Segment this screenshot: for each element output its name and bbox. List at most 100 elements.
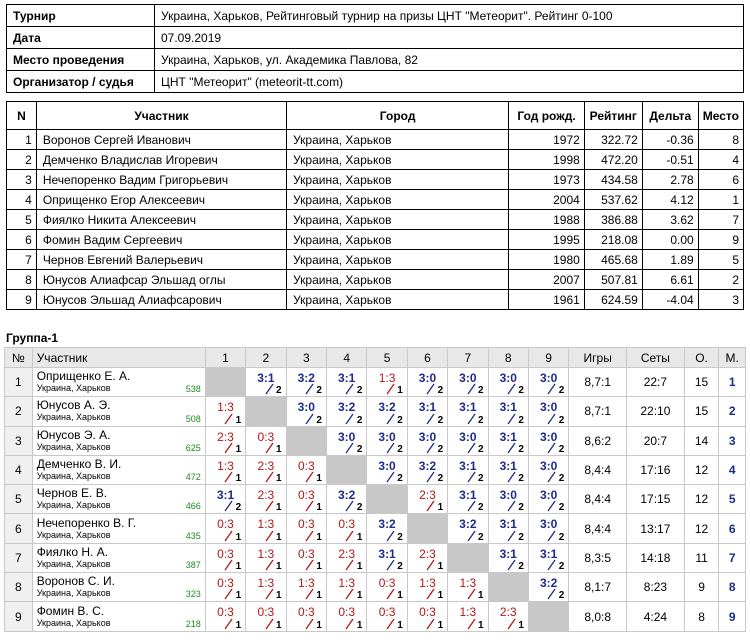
result-slash-icon — [305, 559, 314, 571]
result-score: 3:1 — [499, 546, 517, 561]
result-points: 1 — [316, 531, 322, 543]
participant-cell: Нечепоренко Вадим Григорьевич — [35, 169, 288, 190]
result: 2:3 1 — [206, 427, 245, 455]
result-points: 2 — [437, 385, 444, 397]
result-slash-icon — [265, 559, 274, 571]
result: 3:0 2 — [529, 514, 568, 542]
cross-row: 9 Фомин В. С. Украина, Харьков 218 0:3 1 0:3 1 0… — [4, 601, 746, 632]
result-score: 3:2 — [338, 488, 356, 503]
result-score: 1:3 — [378, 371, 396, 385]
result-cell: 3:0 2 — [325, 425, 368, 456]
result: 2:3 1 — [489, 602, 528, 630]
player-name: Чернов Е. В. — [36, 486, 108, 501]
participant-cell: 1995 — [508, 229, 585, 250]
result-cell: 3:1 2 — [487, 542, 529, 574]
result-cell: 2:3 1 — [406, 484, 449, 515]
result-slash-icon — [345, 413, 354, 424]
result-slash-icon — [507, 413, 516, 424]
cross-header-games: Игры — [568, 347, 628, 368]
info-value: ЦНТ "Метеорит" (meteorit-tt.com) — [154, 70, 744, 93]
participants-header: Дельта — [641, 101, 699, 130]
result-cell: 1:3 1 — [245, 572, 287, 603]
result-cell: 0:3 1 — [285, 542, 327, 574]
result-points: 1 — [477, 590, 484, 602]
result: 3:0 2 — [408, 427, 447, 455]
result-points: 1 — [276, 590, 282, 602]
result-slash-icon — [467, 383, 476, 395]
result-cell: 1:3 1 — [447, 572, 489, 603]
result-slash-icon — [386, 442, 395, 454]
result-points: 2 — [397, 531, 403, 543]
player-rating: 387 — [185, 560, 201, 571]
result-cell: 0:3 1 — [204, 601, 247, 632]
result: 3:1 2 — [448, 397, 487, 425]
result-slash-icon — [426, 442, 435, 454]
place-cell: 2 — [718, 396, 746, 427]
result-cell: 3:0 2 — [527, 484, 570, 515]
result: 3:1 2 — [489, 456, 528, 484]
result-cell: 1:3 1 — [366, 366, 408, 398]
result-score: 3:0 — [539, 429, 558, 444]
result-slash-icon — [426, 413, 435, 424]
result: 2:3 1 — [327, 544, 366, 572]
result: 3:0 2 — [489, 485, 528, 513]
result-score: 0:3 — [297, 546, 315, 561]
result-points: 1 — [235, 590, 242, 602]
cross-header-points: О. — [683, 347, 720, 368]
result-points: 2 — [437, 443, 444, 455]
result-cell: 0:3 1 — [285, 513, 327, 544]
participant-cell: 537.62 — [583, 189, 643, 210]
participant-cell: 1998 — [508, 149, 585, 170]
place-cell: 9 — [718, 601, 746, 632]
player-city: Украина, Харьков — [36, 558, 111, 569]
result-score: 3:1 — [338, 371, 356, 385]
result-slash-icon — [467, 618, 476, 630]
result-slash-icon — [386, 559, 395, 571]
result-score: 3:2 — [378, 517, 396, 532]
result-slash-icon — [426, 471, 435, 483]
result-points: 1 — [397, 619, 403, 631]
participant-cell: 2004 — [508, 189, 585, 210]
result-score: 3:0 — [499, 488, 517, 503]
result-score: 3:1 — [378, 546, 396, 561]
result-cell: 1:3 1 — [406, 572, 449, 603]
cross-player-cell: Демченко В. И. Украина, Харьков 472 — [31, 454, 206, 486]
participant-row: 4 Оприщенко Егор Алексеевич Украина, Харьк… — [6, 189, 745, 210]
result-score: 3:0 — [297, 400, 315, 415]
result-slash-icon — [224, 618, 233, 630]
result-cell: 2:3 1 — [406, 542, 449, 574]
result-score: 2:3 — [257, 488, 275, 503]
result-cell: 3:1 2 — [487, 425, 529, 456]
result: 1:3 1 — [327, 573, 366, 601]
participants-header: N — [6, 101, 37, 130]
result-slash-icon — [386, 618, 395, 630]
result-slash-icon — [305, 618, 314, 630]
result: 3:0 2 — [367, 456, 406, 484]
participant-cell: Демченко Владислав Игоревич — [35, 149, 288, 170]
result-cell: 0:3 1 — [204, 572, 247, 603]
participants-header: Участник — [35, 101, 288, 130]
result: 3:0 2 — [529, 397, 568, 425]
result-slash-icon — [507, 559, 516, 571]
participant-cell: 8 — [6, 269, 37, 290]
participant-row: 8 Юнусов Алиафсар Эльшад оглы Украина, Хар… — [6, 269, 745, 290]
result: 3:0 2 — [448, 368, 487, 396]
player-rating: 625 — [185, 442, 201, 453]
result-slash-icon — [265, 383, 274, 395]
sets-cell: 22:7 — [626, 366, 685, 398]
result-cell: 0:3 1 — [204, 542, 247, 574]
player-city: Украина, Харьков — [36, 617, 111, 628]
result: 0:3 1 — [206, 514, 245, 542]
player-rating: 218 — [185, 618, 201, 629]
result-slash-icon — [426, 559, 435, 571]
points-cell: 8 — [683, 601, 720, 632]
result-points: 1 — [437, 561, 444, 573]
result-slash-icon — [547, 442, 556, 454]
cross-row: 4 Демченко В. И. Украина, Харьков 472 1:3 1 2:… — [4, 454, 746, 486]
result-points: 2 — [477, 443, 484, 455]
participant-cell: Украина, Харьков — [286, 189, 510, 210]
cross-player-cell: Оприщенко Е. А. Украина, Харьков 538 — [31, 366, 206, 398]
result-points: 1 — [276, 473, 282, 485]
result-points: 1 — [437, 590, 444, 602]
result-slash-icon — [507, 471, 516, 483]
